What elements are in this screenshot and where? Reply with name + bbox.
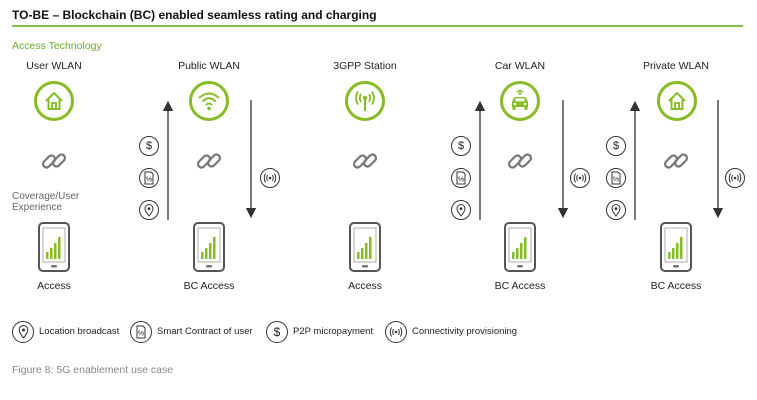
location-icon — [451, 200, 471, 220]
phone-signal-icon — [660, 222, 692, 272]
dollar-icon: $ — [451, 136, 471, 156]
section-label: Access Technology — [12, 40, 102, 52]
house-icon — [657, 81, 697, 121]
link-icon — [352, 153, 378, 169]
column-label-private-wlan: Private WLAN — [643, 60, 709, 72]
svg-text:%: % — [458, 177, 464, 184]
coverage-label: Coverage/User Experience — [12, 191, 80, 213]
access-label: Access — [348, 280, 382, 292]
antenna-icon — [345, 81, 385, 121]
contract-icon: % — [139, 168, 159, 188]
dollar-icon: $ — [606, 136, 626, 156]
contract-icon: % — [451, 168, 471, 188]
access-label: BC Access — [183, 280, 235, 292]
broadcast-icon — [570, 168, 590, 188]
broadcast-icon — [260, 168, 280, 188]
access-label: BC Access — [650, 280, 702, 292]
link-icon — [41, 153, 67, 169]
location-icon — [12, 321, 34, 343]
legend-label: Connectivity provisioning — [412, 326, 518, 337]
phone-signal-icon — [349, 222, 381, 272]
link-icon — [507, 153, 533, 169]
house-icon — [34, 81, 74, 121]
svg-text:%: % — [138, 331, 144, 338]
title-rule — [12, 25, 743, 27]
contract-icon: % — [606, 168, 626, 188]
svg-text:%: % — [613, 177, 619, 184]
diagram-title: TO-BE – Blockchain (BC) enabled seamless… — [12, 8, 377, 22]
broadcast-icon — [385, 321, 407, 343]
svg-text:%: % — [146, 177, 152, 184]
access-label: Access — [37, 280, 71, 292]
phone-signal-icon — [193, 222, 225, 272]
phone-signal-icon — [504, 222, 536, 272]
column-label-3gpp-station: 3GPP Station — [333, 60, 397, 72]
column-label-public-wlan: Public WLAN — [178, 60, 240, 72]
legend-label: P2P micropayment — [293, 326, 374, 337]
dollar-icon: $ — [139, 136, 159, 156]
broadcast-icon — [725, 168, 745, 188]
link-icon — [663, 153, 689, 169]
link-icon — [196, 153, 222, 169]
access-label: BC Access — [494, 280, 546, 292]
legend-label: Smart Contract of user — [157, 326, 253, 337]
car-icon — [500, 81, 540, 121]
dollar-icon: $ — [266, 321, 288, 343]
location-icon — [606, 200, 626, 220]
legend-label: Location broadcast — [39, 326, 120, 337]
column-label-car-wlan: Car WLAN — [494, 60, 546, 72]
phone-signal-icon — [38, 222, 70, 272]
location-icon — [139, 200, 159, 220]
column-label-user-wlan: User WLAN — [26, 60, 82, 72]
contract-icon: % — [130, 321, 152, 343]
figure-caption: Figure 8: 5G enablement use case — [12, 364, 174, 376]
wifi-icon — [189, 81, 229, 121]
